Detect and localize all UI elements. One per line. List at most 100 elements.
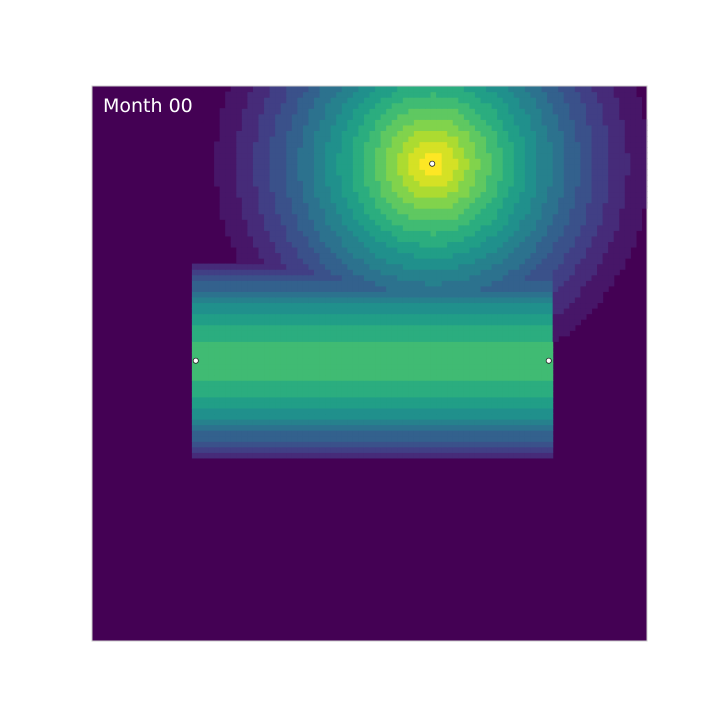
heatmap-cell (474, 341, 482, 348)
heatmap-cell (619, 202, 626, 209)
heatmap-cell (491, 291, 498, 298)
heatmap-cell (630, 108, 637, 115)
heatmap-cell (425, 291, 432, 298)
heatmap-cell (225, 441, 232, 448)
heatmap-cell (425, 435, 432, 442)
heatmap-cell (330, 302, 337, 309)
heatmap-cell (347, 130, 354, 137)
heatmap-cell (258, 152, 265, 159)
heatmap-cell (558, 302, 565, 309)
heatmap-cell (286, 219, 293, 226)
heatmap-cell (352, 113, 359, 120)
heatmap-cell (230, 102, 237, 109)
heatmap-cell (619, 152, 626, 159)
heatmap-cell (325, 191, 332, 198)
heatmap-cell (597, 174, 604, 181)
heatmap-cell (269, 419, 276, 426)
heatmap-cell (241, 141, 248, 148)
heatmap-cell (402, 313, 409, 320)
heatmap-cell (225, 185, 232, 193)
heatmap-cell (419, 280, 426, 287)
heatmap-cell (191, 324, 199, 331)
heatmap-cell (502, 158, 509, 165)
heatmap-cell (286, 369, 293, 376)
heatmap-cell (236, 219, 243, 226)
heatmap-cell (474, 213, 482, 220)
heatmap-cell (225, 158, 232, 165)
heatmap-cell (369, 263, 376, 270)
heatmap-cell (264, 274, 271, 281)
heatmap-cell (635, 158, 643, 165)
heatmap-cell (513, 302, 520, 309)
heatmap-cell (502, 369, 509, 376)
heatmap-cell (613, 252, 620, 259)
heatmap-cell (358, 113, 365, 120)
heatmap-cell (319, 185, 326, 193)
heatmap-cell (391, 452, 398, 459)
heatmap-cell (291, 124, 298, 131)
heatmap-cell (219, 191, 226, 198)
heatmap-cell (269, 324, 276, 331)
heatmap-cell (236, 208, 243, 215)
heatmap-cell (375, 135, 382, 143)
heatmap-cell (508, 402, 515, 409)
heatmap-cell (536, 285, 543, 292)
heatmap-cell (302, 163, 310, 170)
heatmap-cell (391, 435, 398, 442)
heatmap-cell (297, 174, 304, 181)
heatmap-cell (635, 185, 643, 193)
heatmap-cell (241, 346, 248, 353)
heatmap-cell (264, 413, 271, 420)
heatmap-cell (602, 246, 609, 254)
heatmap-cell (536, 124, 543, 131)
heatmap-cell (497, 180, 504, 187)
heatmap-cell (375, 219, 382, 226)
heatmap-cell (269, 119, 276, 126)
heatmap-cell (297, 169, 304, 176)
heatmap-cell (264, 246, 271, 254)
heatmap-cell (519, 285, 526, 292)
heatmap-cell (214, 391, 221, 398)
heatmap-cell (608, 263, 615, 270)
heatmap-cell (302, 396, 310, 403)
heatmap-cell (225, 213, 232, 220)
heatmap-cell (397, 374, 404, 381)
heatmap-cell (252, 441, 260, 448)
heatmap-cell (280, 380, 287, 387)
heatmap-cell (358, 130, 365, 137)
heatmap-cell (502, 346, 509, 353)
heatmap-cell (247, 113, 254, 120)
heatmap-cell (530, 252, 537, 259)
heatmap-cell (297, 135, 304, 143)
heatmap-cell (441, 219, 448, 226)
heatmap-cell (602, 213, 609, 220)
heatmap-cell (363, 391, 371, 398)
heatmap-cell (574, 291, 581, 298)
heatmap-cell (230, 302, 237, 309)
heatmap-cell (491, 419, 498, 426)
heatmap-cell (486, 363, 493, 370)
heatmap-cell (425, 385, 432, 392)
heatmap-cell (264, 213, 271, 220)
heatmap-cell (358, 169, 365, 176)
heatmap-cell (491, 124, 498, 131)
heatmap-cell (524, 391, 532, 398)
heatmap-cell (436, 219, 443, 226)
heatmap-cell (413, 158, 421, 165)
heatmap-cell (502, 97, 509, 104)
heatmap-cell (280, 130, 287, 137)
heatmap-cell (252, 285, 260, 292)
heatmap-cell (463, 374, 470, 381)
heatmap-cell (336, 191, 343, 198)
heatmap-cell (608, 124, 615, 131)
heatmap-cell (369, 407, 376, 415)
heatmap-cell (436, 313, 443, 320)
heatmap-cell (386, 91, 393, 98)
heatmap-cell (397, 363, 404, 370)
heatmap-cell (352, 124, 359, 131)
heatmap-cell (397, 208, 404, 215)
heatmap-cell (297, 396, 304, 403)
heatmap-cell (302, 180, 310, 187)
heatmap-cell (530, 147, 537, 154)
heatmap-cell (463, 441, 470, 448)
